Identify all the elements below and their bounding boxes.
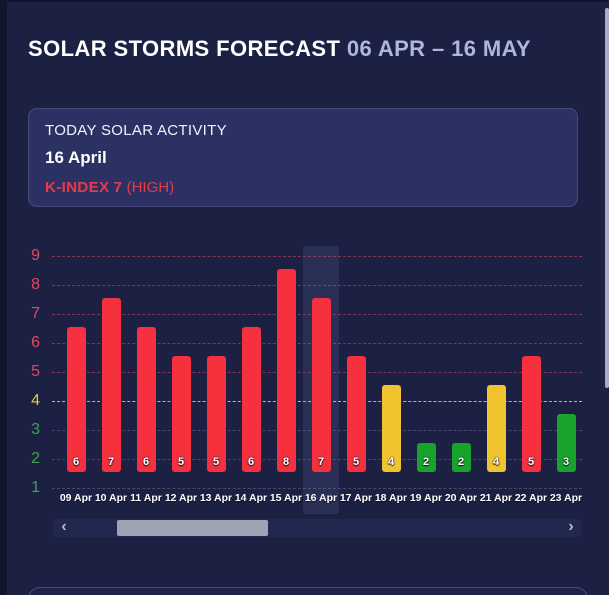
- bar-value-11-apr: 6: [142, 456, 150, 468]
- bar-13-apr[interactable]: [206, 356, 226, 472]
- bar-value-23-apr: 3: [562, 456, 570, 468]
- x-label-09-apr: 09 Apr: [59, 492, 93, 504]
- x-label-17-apr: 17 Apr: [339, 492, 373, 504]
- scrollbar-thumb[interactable]: [117, 520, 268, 536]
- bar-19-apr[interactable]: [416, 443, 436, 472]
- x-label-10-apr: 10 Apr: [94, 492, 128, 504]
- y-tick-label-7: 7: [31, 305, 40, 322]
- x-label-20-apr: 20 Apr: [444, 492, 478, 504]
- bar-14-apr[interactable]: [241, 327, 261, 472]
- k-index-value: 7: [113, 179, 123, 196]
- bar-12-apr[interactable]: [171, 356, 191, 472]
- y-tick-label-2: 2: [31, 450, 40, 467]
- bar-18-apr[interactable]: [381, 385, 401, 472]
- scroll-right-icon[interactable]: ›: [568, 518, 574, 535]
- bar-17-apr[interactable]: [346, 356, 366, 472]
- bar-11-apr[interactable]: [136, 327, 156, 472]
- x-label-16-apr: 16 Apr: [304, 492, 338, 504]
- bar-value-15-apr: 8: [282, 456, 290, 468]
- x-label-23-apr: 23 Apr: [549, 492, 583, 504]
- bar-value-17-apr: 5: [352, 456, 360, 468]
- bar-22-apr[interactable]: [521, 356, 541, 472]
- forecast-date-range: 06 APR – 16 MAY: [346, 36, 531, 61]
- k-index-bar-chart: 1 2 3 4 5 6 7 8 9 6 09 Apr 7 10 Apr 6 11 Apr 5 12 Apr 5 13…: [31, 246, 583, 514]
- bar-16-apr[interactable]: [311, 298, 331, 472]
- bar-23-apr[interactable]: [556, 414, 576, 472]
- x-label-12-apr: 12 Apr: [164, 492, 198, 504]
- gridline-1: [52, 488, 582, 489]
- bar-value-21-apr: 4: [492, 456, 500, 468]
- y-tick-label-5: 5: [31, 363, 40, 380]
- chart-horizontal-scrollbar[interactable]: ‹ ›: [53, 519, 582, 537]
- bar-20-apr[interactable]: [451, 443, 471, 472]
- y-tick-label-8: 8: [31, 276, 40, 293]
- x-label-14-apr: 14 Apr: [234, 492, 268, 504]
- x-label-19-apr: 19 Apr: [409, 492, 443, 504]
- bar-value-19-apr: 2: [422, 456, 430, 468]
- y-tick-label-3: 3: [31, 421, 40, 438]
- gridline-8: [52, 285, 582, 286]
- y-tick-label-1: 1: [31, 479, 40, 496]
- bar-value-12-apr: 5: [177, 456, 185, 468]
- page-title: SOLAR STORMS FORECAST 06 APR – 16 MAY: [28, 36, 531, 62]
- y-tick-label-9: 9: [31, 247, 40, 264]
- x-label-21-apr: 21 Apr: [479, 492, 513, 504]
- bar-10-apr[interactable]: [101, 298, 121, 472]
- bar-value-22-apr: 5: [527, 456, 535, 468]
- bar-value-09-apr: 6: [72, 456, 80, 468]
- y-tick-label-4: 4: [31, 392, 40, 409]
- bar-value-13-apr: 5: [212, 456, 220, 468]
- bar-value-10-apr: 7: [107, 456, 115, 468]
- bar-value-18-apr: 4: [387, 456, 395, 468]
- bar-21-apr[interactable]: [486, 385, 506, 472]
- bar-15-apr[interactable]: [276, 269, 296, 472]
- page-scrollbar-thumb[interactable]: [605, 8, 609, 388]
- bar-value-16-apr: 7: [317, 456, 325, 468]
- x-label-22-apr: 22 Apr: [514, 492, 548, 504]
- x-label-11-apr: 11 Apr: [130, 492, 162, 504]
- gridline-9: [52, 256, 582, 257]
- today-panel-heading: TODAY SOLAR ACTIVITY: [45, 122, 227, 139]
- today-date: 16 April: [45, 148, 107, 167]
- today-panel: TODAY SOLAR ACTIVITY 16 April K-INDEX 7 …: [28, 108, 578, 207]
- x-label-13-apr: 13 Apr: [199, 492, 233, 504]
- k-index-label: K-INDEX: [45, 179, 110, 196]
- x-label-18-apr: 18 Apr: [374, 492, 408, 504]
- bar-value-14-apr: 6: [247, 456, 255, 468]
- k-index-severity: (HIGH): [126, 179, 175, 196]
- page-title-text: SOLAR STORMS FORECAST: [28, 36, 341, 61]
- bar-09-apr[interactable]: [66, 327, 86, 472]
- next-section-panel: [28, 587, 588, 595]
- bar-value-20-apr: 2: [457, 456, 465, 468]
- y-tick-label-6: 6: [31, 334, 40, 351]
- x-label-15-apr: 15 Apr: [269, 492, 303, 504]
- today-k-index: K-INDEX 7 (HIGH): [45, 179, 561, 196]
- scroll-left-icon[interactable]: ‹: [61, 518, 67, 535]
